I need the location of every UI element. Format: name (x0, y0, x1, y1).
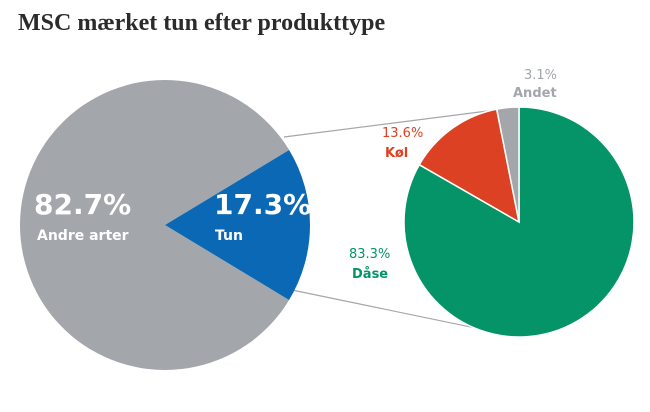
label-daase-name: Dåse (352, 267, 388, 282)
label-daase-value: 83.3% (349, 247, 390, 262)
chart-title: MSC mærket tun efter produkttype (18, 10, 386, 36)
label-andre-arter-name: Andre arter (37, 228, 129, 244)
connector-line-top (283, 106, 520, 138)
label-koel-name: Køl (385, 146, 408, 161)
label-tun-value: 17.3% (214, 188, 311, 221)
slice-koel (418, 108, 521, 224)
label-tun-name: Tun (215, 228, 243, 244)
label-andre-arter-value: 82.7% (34, 188, 131, 221)
slice-andet (495, 106, 520, 223)
label-andet-name: Andet (513, 86, 557, 101)
slice-andre-arter (20, 80, 290, 371)
slice-tun (165, 150, 311, 300)
label-koel-value: 13.6% (382, 126, 423, 141)
label-andet-value: 3.1% (524, 68, 557, 83)
